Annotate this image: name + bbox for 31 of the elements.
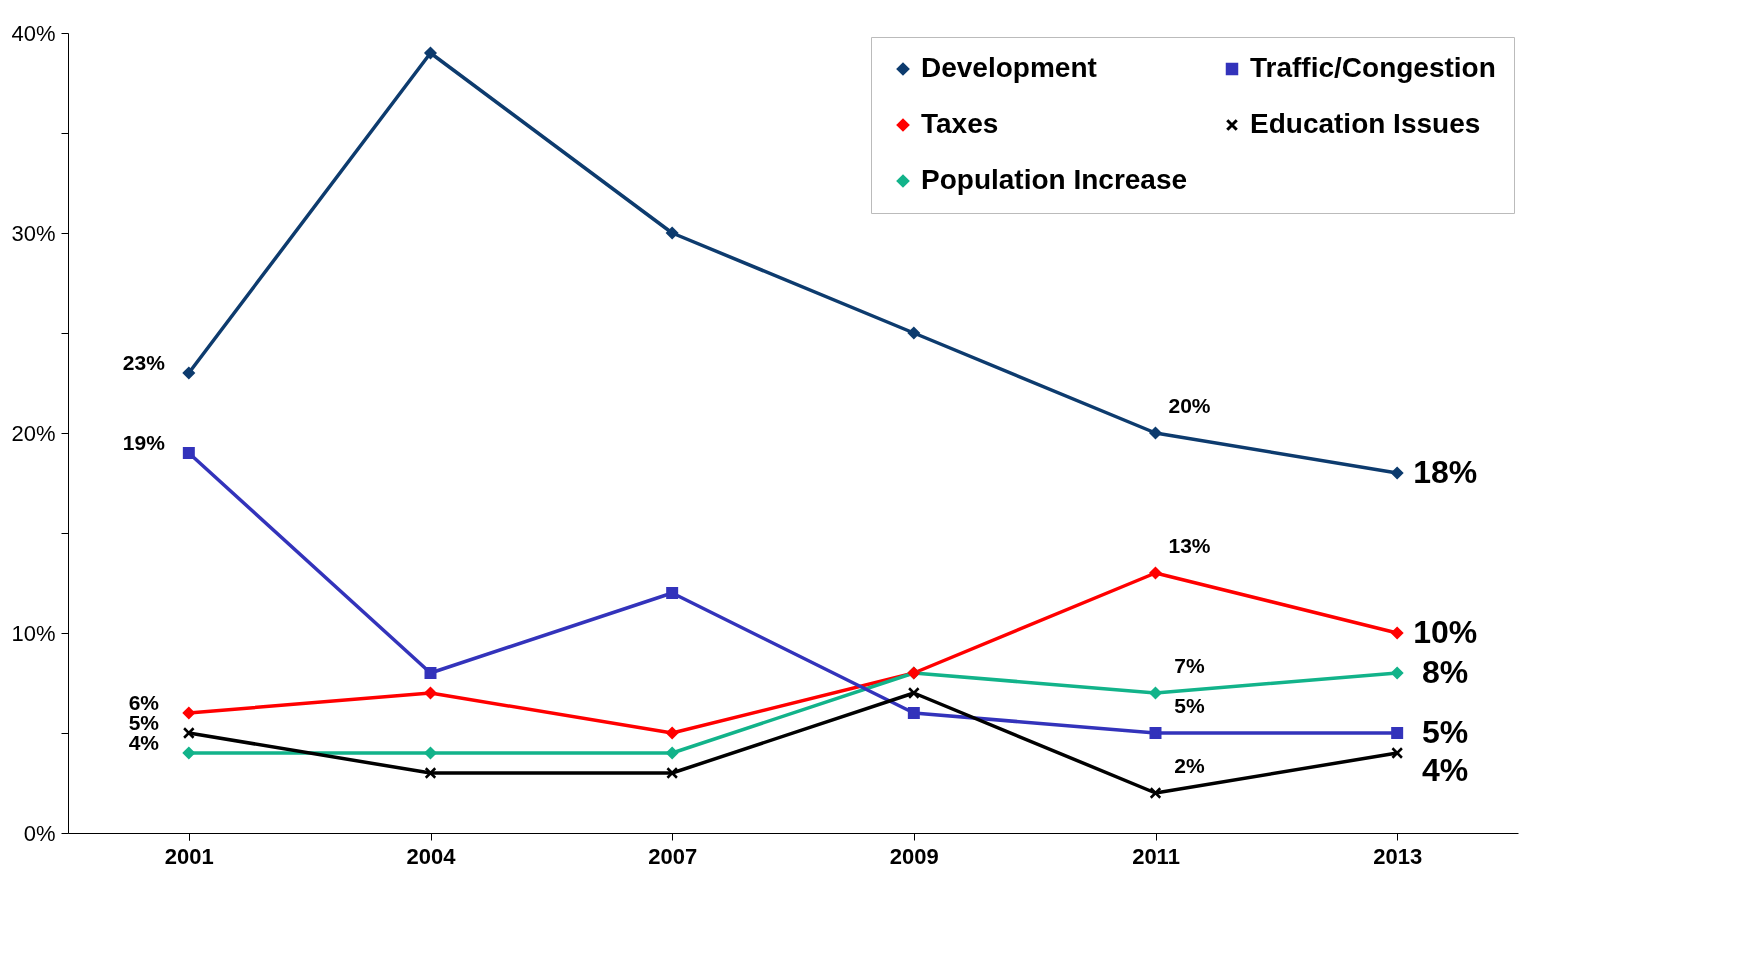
- data-label: 4%: [1422, 752, 1469, 788]
- legend-label: Population Increase: [921, 164, 1188, 195]
- data-label: 4%: [128, 731, 160, 754]
- legend-label: Traffic/Congestion: [1250, 52, 1496, 83]
- data-label: 2%: [1174, 754, 1205, 777]
- data-label: 10%: [1413, 614, 1478, 650]
- y-tick-label: 30%: [11, 220, 56, 246]
- y-tick-label: 20%: [11, 420, 56, 446]
- x-tick-label: 2004: [406, 843, 457, 869]
- x-tick-label: 2011: [1132, 843, 1180, 869]
- legend-label: Development: [921, 52, 1097, 83]
- x-tick-label: 2013: [1373, 843, 1423, 869]
- y-tick-label: 0%: [23, 820, 56, 846]
- data-label: 18%: [1413, 454, 1478, 490]
- data-label: 20%: [1168, 394, 1211, 417]
- data-label: 5%: [1174, 694, 1205, 717]
- data-label: 23%: [122, 351, 166, 374]
- y-tick-label: 40%: [11, 20, 56, 46]
- data-label: 6%: [128, 691, 160, 714]
- legend-label: Education Issues: [1250, 108, 1481, 139]
- x-tick-label: 2009: [889, 843, 939, 869]
- data-label: 5%: [128, 711, 160, 734]
- y-tick-label: 10%: [11, 620, 56, 646]
- x-tick-label: 2007: [648, 843, 698, 869]
- data-label: 19%: [122, 431, 166, 454]
- data-label: 8%: [1422, 654, 1469, 690]
- data-label: 13%: [1168, 534, 1211, 557]
- data-label: 7%: [1174, 654, 1205, 677]
- x-tick-label: 2001: [164, 843, 214, 869]
- legend-label: Taxes: [921, 108, 999, 139]
- data-label: 5%: [1422, 714, 1469, 750]
